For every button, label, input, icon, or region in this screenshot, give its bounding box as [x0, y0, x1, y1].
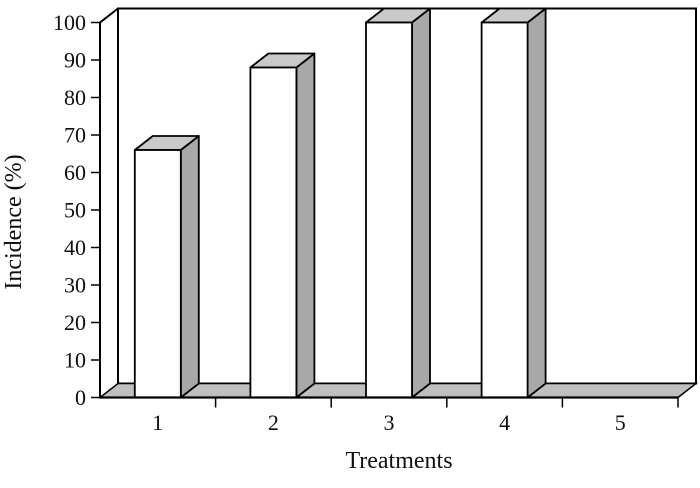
x-tick-label: 1 [152, 410, 163, 435]
x-tick-label: 4 [499, 410, 510, 435]
x-axis-title: Treatments [345, 448, 452, 474]
y-tick-label: 90 [64, 48, 86, 73]
y-tick-label: 50 [64, 198, 86, 223]
bar-front-4 [480, 21, 529, 399]
bar-side-2 [295, 52, 316, 399]
y-axis-corner [99, 7, 119, 24]
bar-front-3 [365, 21, 413, 399]
x-tick-label: 3 [384, 410, 395, 435]
plot-area: 0 10 20 30 40 50 60 70 80 90 100 1 2 3 4 5 [53, 7, 699, 435]
bar-front-2 [249, 66, 298, 399]
bar-front-1 [133, 149, 182, 399]
y-tick-label: 20 [64, 310, 86, 335]
y-axis-title: Incidence (%) [1, 154, 27, 289]
bar-side-3 [411, 7, 431, 399]
y-tick-label: 30 [64, 273, 86, 298]
y-tick-label: 100 [53, 10, 86, 35]
y-tick-label: 80 [64, 85, 86, 110]
y-tick-label: 60 [64, 160, 86, 185]
y-tick-label: 10 [64, 348, 86, 373]
x-tick-label: 2 [268, 410, 279, 435]
bar-side-4 [526, 7, 547, 399]
y-tick-label: 70 [64, 123, 86, 148]
y-tick-label: 0 [75, 385, 86, 410]
y-tick-label: 40 [64, 235, 86, 260]
x-tick-label: 5 [615, 410, 626, 435]
bar-side-1 [179, 135, 200, 399]
